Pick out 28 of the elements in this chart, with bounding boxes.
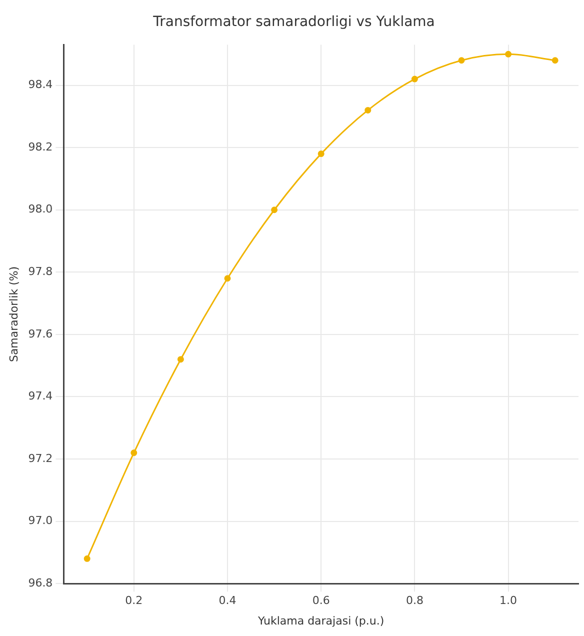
point bbox=[224, 275, 231, 282]
y-tick-label: 98.2 bbox=[28, 140, 53, 154]
point bbox=[84, 555, 90, 562]
point bbox=[411, 76, 418, 82]
y-tick-label: 98.0 bbox=[28, 202, 53, 216]
y-tick-label: 96.8 bbox=[28, 576, 53, 590]
x-tick-label: 0.8 bbox=[406, 594, 424, 608]
point bbox=[177, 356, 184, 363]
chart-title: Transformator samaradorligi vs Yuklama bbox=[152, 14, 435, 30]
x-tick-label: 1.0 bbox=[500, 594, 518, 608]
y-tick-label: 97.8 bbox=[28, 265, 53, 278]
x-tick-label: 0.2 bbox=[125, 594, 143, 608]
y-tick-label: 97.6 bbox=[28, 327, 53, 340]
y-tick-label: 97.2 bbox=[28, 452, 53, 465]
point bbox=[458, 57, 465, 64]
point bbox=[130, 450, 138, 456]
point bbox=[364, 106, 372, 114]
x-tick-label: 0.6 bbox=[312, 594, 330, 608]
point bbox=[552, 57, 558, 64]
y-axis-title: Samaradorlik (%) bbox=[7, 266, 20, 362]
point bbox=[271, 206, 278, 214]
point bbox=[318, 150, 324, 158]
y-tick-label: 98.4 bbox=[28, 78, 53, 92]
y-tick-label: 97.4 bbox=[28, 390, 53, 403]
x-tick-label: 0.4 bbox=[218, 594, 236, 608]
y-tick-label: 97.0 bbox=[28, 514, 53, 528]
x-axis-title: Yuklama darajasi (p.u.) bbox=[257, 614, 384, 628]
point bbox=[505, 50, 512, 58]
